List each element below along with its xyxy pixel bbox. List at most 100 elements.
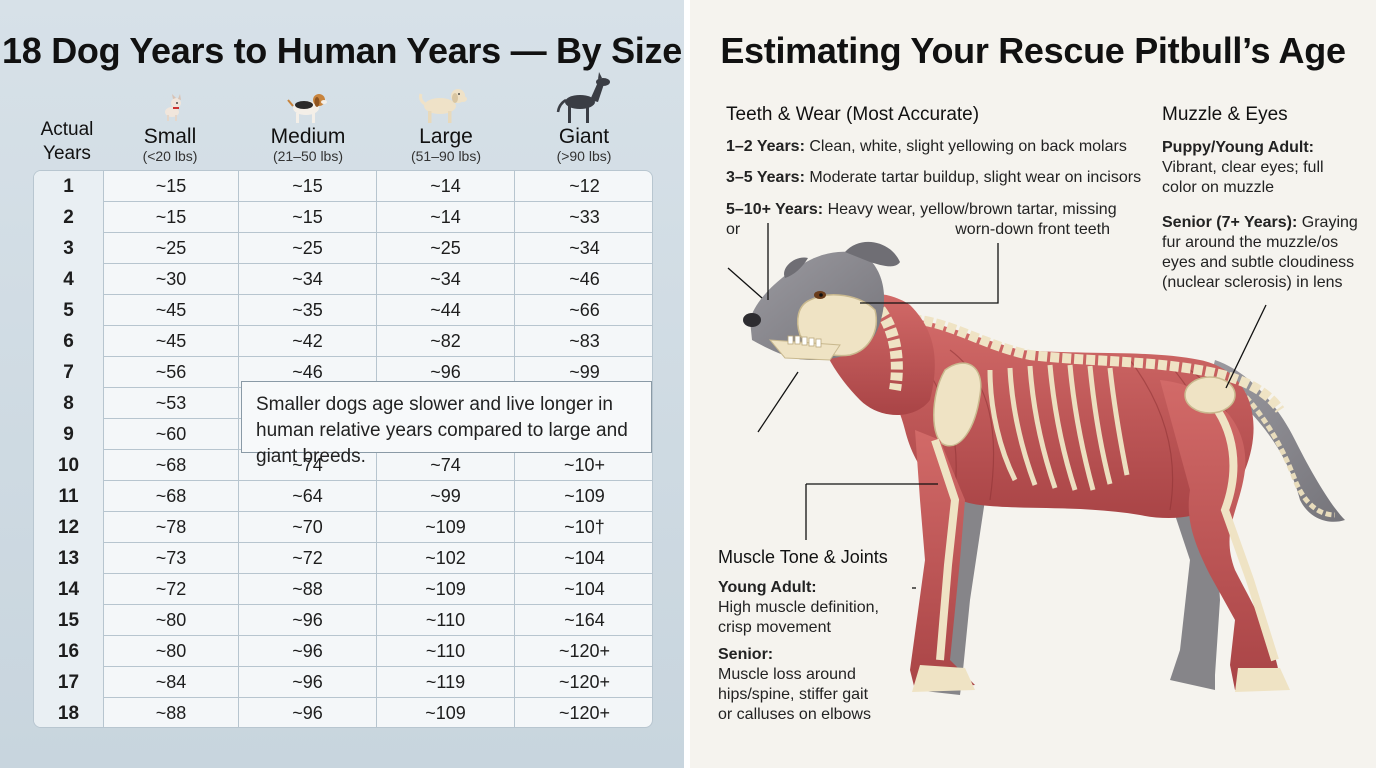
year-cell: 16 xyxy=(34,636,104,667)
medium-cell: ~96 xyxy=(239,667,377,698)
giant-cell: ~83 xyxy=(569,331,600,351)
table-row: 16 ~80 ~96 ~110 ~120+ xyxy=(34,636,652,667)
giant-cell: ~120+ xyxy=(558,672,611,692)
eyes-senior: Senior (7+ Years): Graying fur around th… xyxy=(1162,213,1362,293)
small-cell: ~15 xyxy=(104,171,239,202)
giant-cell: ~46 xyxy=(569,269,600,289)
small-range: (<20 lbs) xyxy=(142,148,198,164)
table-row: 1 ~15 ~15 ~14 ~12 xyxy=(34,171,652,202)
table-row: 5 ~45 ~35 ~44 ~66 xyxy=(34,295,652,326)
muscle-heading: Muscle Tone & Joints xyxy=(718,547,888,567)
table-row: 15 ~80 ~96 ~110 ~164 xyxy=(34,605,652,636)
year-cell: 2 xyxy=(34,202,104,233)
table-row: 10~68~74~74~10+ xyxy=(34,450,652,481)
year-cell: 3 xyxy=(34,233,104,264)
medium-cell: ~96 xyxy=(239,698,377,727)
chart-title: 18 Dog Years to Human Years — By Size xyxy=(2,30,682,71)
teeth-line-3: 5–10+ Years: Heavy wear, yellow/brown ta… xyxy=(726,200,1126,240)
table-row: 3 ~25 ~25 ~25 ~34 xyxy=(34,233,652,264)
small-dog-icon xyxy=(165,94,181,121)
year-cell: 17 xyxy=(34,667,104,698)
large-cell: ~109 xyxy=(377,512,515,543)
small-cell: ~72 xyxy=(104,574,239,605)
eyes-senior-label: Senior (7+ Years): xyxy=(1162,214,1298,231)
small-cell: ~25 xyxy=(104,233,239,264)
eyes-puppy: Puppy/Young Adult: Vibrant, clear eyes; … xyxy=(1162,138,1342,198)
small-cell: ~84 xyxy=(104,667,239,698)
giant-cell: ~12 xyxy=(569,176,600,196)
medium-cell: ~25 xyxy=(239,233,377,264)
medium-cell: ~96 xyxy=(239,605,377,636)
large-cell: ~34 xyxy=(377,264,515,295)
muscle-young-text: High muscle definition, crisp movement xyxy=(718,599,879,636)
age-estimation-panel: Estimating Your Rescue Pitbull’s Age Tee… xyxy=(690,0,1376,768)
actual-years-header: Actual Years xyxy=(40,119,94,164)
medium-cell: ~72 xyxy=(239,543,377,574)
giant-cell: ~109 xyxy=(564,486,605,506)
large-cell: ~96 xyxy=(377,357,515,388)
small-cell: ~80 xyxy=(104,605,239,636)
medium-dog-icon xyxy=(287,94,327,123)
year-cell: 13 xyxy=(34,543,104,574)
year-cell: 12 xyxy=(34,512,104,543)
small-cell: ~88 xyxy=(104,698,239,727)
large-cell: ~25 xyxy=(377,233,515,264)
medium-cell: ~46 xyxy=(239,357,377,388)
pitbull-anatomy-illustration xyxy=(727,223,1345,695)
small-cell: ~80 xyxy=(104,636,239,667)
small-cell: ~45 xyxy=(104,326,239,357)
year-cell: 11 xyxy=(34,481,104,512)
large-cell: ~14 xyxy=(377,202,515,233)
table-row: 11 ~68 ~64 ~99 ~109 xyxy=(34,481,652,512)
teeth-line-1-text: Clean, white, slight yellowing on back m… xyxy=(809,138,1127,155)
giant-cell: ~104 xyxy=(564,579,605,599)
year-cell: 15 xyxy=(34,605,104,636)
teeth-line-2: 3–5 Years: Moderate tartar buildup, slig… xyxy=(726,168,1156,188)
table-row: 14 ~72 ~88 ~109 ~104 xyxy=(34,574,652,605)
year-cell: 1 xyxy=(34,171,104,202)
table-row: 2 ~15 ~15 ~14 ~33 xyxy=(34,202,652,233)
table-row: 4 ~30 ~34 ~34 ~46 xyxy=(34,264,652,295)
table-row: 18 ~88 ~96 ~109 ~120+ xyxy=(34,698,652,727)
year-cell: 7 xyxy=(34,357,104,388)
large-range: (51–90 lbs) xyxy=(410,148,482,164)
small-cell: ~73 xyxy=(104,543,239,574)
giant-range: (>90 lbs) xyxy=(556,148,612,164)
medium-cell: ~70 xyxy=(239,512,377,543)
medium-column-header: Medium (21–50 lbs) xyxy=(248,125,368,165)
small-cell: ~15 xyxy=(104,202,239,233)
callout-lines xyxy=(727,223,1267,589)
muscle-senior: Senior: Muscle loss around hips/spine, s… xyxy=(718,645,878,725)
small-cell: ~45 xyxy=(104,295,239,326)
near-hind-leg xyxy=(1160,380,1280,690)
table-row: 17 ~84 ~96 ~119 ~120+ xyxy=(34,667,652,698)
small-cell: ~53 xyxy=(104,388,239,419)
muscle-young: Young Adult: High muscle definition, cri… xyxy=(718,578,888,638)
year-cell: 9 xyxy=(34,419,104,450)
near-front-leg xyxy=(910,430,975,690)
year-cell: 6 xyxy=(34,326,104,357)
muscle-senior-text: Muscle loss around hips/spine, stiffer g… xyxy=(718,666,871,723)
estimation-title: Estimating Your Rescue Pitbull’s Age xyxy=(720,30,1346,71)
medium-cell: ~15 xyxy=(239,171,377,202)
year-cell: 18 xyxy=(34,698,104,727)
year-cell: 8 xyxy=(34,388,104,419)
eyes-puppy-text: Vibrant, clear eyes; full color on muzzl… xyxy=(1162,159,1324,196)
medium-label: Medium xyxy=(270,125,346,148)
teeth xyxy=(787,335,822,348)
large-cell: ~44 xyxy=(377,295,515,326)
note-callout: Smaller dogs age slower and live longer … xyxy=(241,381,652,467)
large-cell: ~14 xyxy=(377,171,515,202)
giant-cell: ~99 xyxy=(569,362,600,382)
small-label: Small xyxy=(143,125,197,148)
giant-cell: ~164 xyxy=(564,610,605,630)
table-row: 12 ~78 ~70 ~109 ~10† xyxy=(34,512,652,543)
scapula xyxy=(933,362,982,447)
large-cell: ~82 xyxy=(377,326,515,357)
large-dog-icon xyxy=(419,89,467,123)
teeth-line-3-cont: worn-down front teeth xyxy=(955,221,1110,238)
teeth-line-2-label: 3–5 Years: xyxy=(726,169,805,186)
small-cell: ~60 xyxy=(104,419,239,450)
large-cell: ~110 xyxy=(377,605,515,636)
medium-cell: ~34 xyxy=(239,264,377,295)
